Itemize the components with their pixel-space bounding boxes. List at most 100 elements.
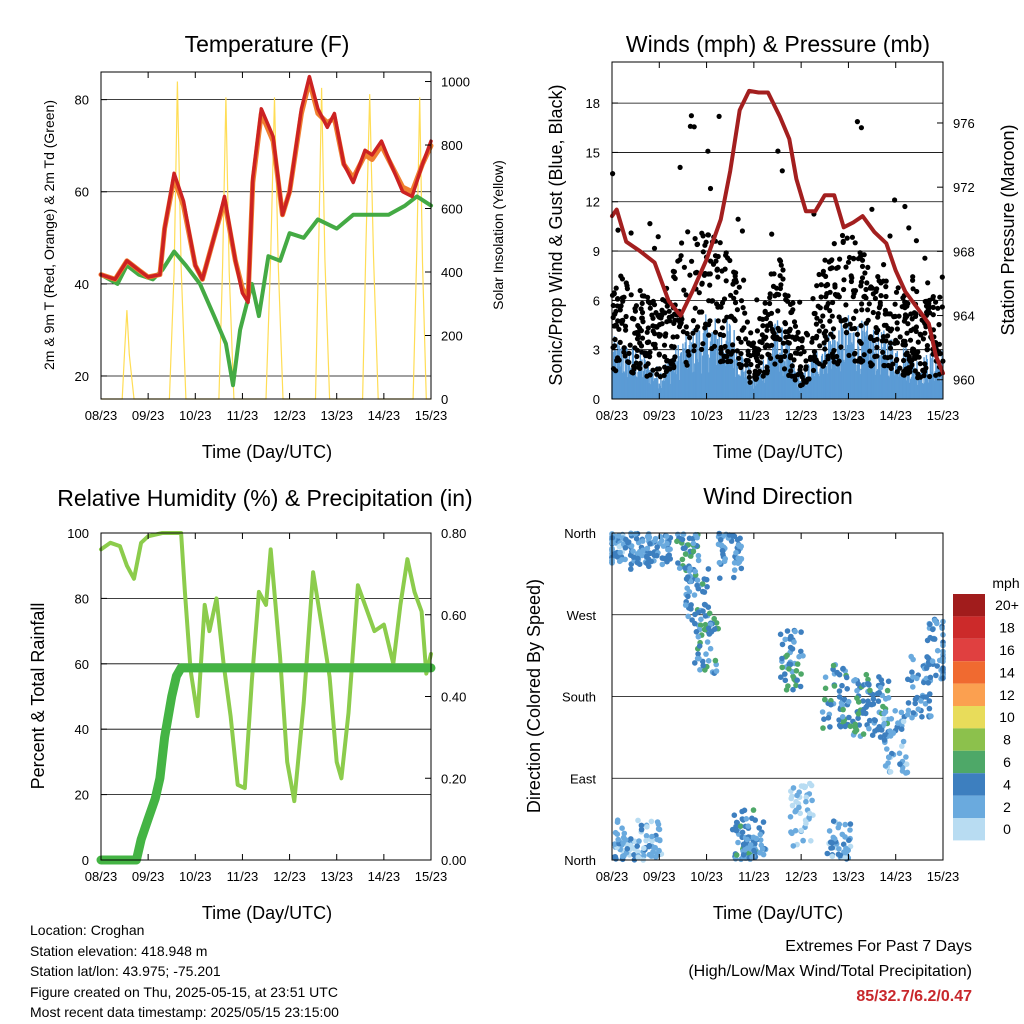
gust-point bbox=[916, 354, 922, 360]
gust-point bbox=[909, 357, 915, 363]
gust-point bbox=[657, 322, 663, 328]
gust-point bbox=[807, 354, 814, 360]
direction-point bbox=[783, 687, 790, 693]
gust-point bbox=[859, 275, 866, 281]
direction-point bbox=[793, 668, 800, 674]
gust-point bbox=[717, 240, 723, 246]
y-tick-label: 0 bbox=[593, 392, 600, 407]
gust-point bbox=[859, 257, 866, 263]
gust-point bbox=[909, 362, 915, 368]
winds-ylabel: Sonic/Prop Wind & Gust (Blue, Black) bbox=[546, 84, 566, 385]
gust-point bbox=[829, 313, 835, 319]
direction-point bbox=[718, 542, 725, 548]
direction-point bbox=[876, 689, 882, 696]
direction-point bbox=[695, 552, 702, 559]
gust-point bbox=[810, 296, 816, 302]
x-tick-label: 14/23 bbox=[368, 408, 401, 423]
gust-point bbox=[827, 266, 833, 272]
direction-point bbox=[869, 732, 876, 738]
gust-point bbox=[865, 307, 871, 313]
direction-point bbox=[647, 541, 653, 547]
direction-point bbox=[702, 613, 709, 619]
gust-point bbox=[740, 305, 746, 311]
direction-point bbox=[803, 794, 810, 801]
gust-point bbox=[725, 358, 731, 365]
direction-point bbox=[794, 677, 800, 683]
direction-point bbox=[899, 743, 905, 749]
direction-point bbox=[827, 724, 833, 730]
direction-point bbox=[683, 576, 690, 582]
direction-point bbox=[843, 674, 850, 681]
direction-point bbox=[733, 819, 740, 826]
gust-point bbox=[876, 305, 883, 311]
colorbar-label: 4 bbox=[1003, 776, 1011, 792]
gust-point bbox=[652, 341, 658, 347]
direction-point bbox=[619, 825, 625, 831]
direction-point bbox=[900, 738, 907, 745]
direction-point bbox=[685, 613, 691, 620]
gust-point bbox=[890, 361, 896, 367]
direction-point bbox=[701, 601, 708, 608]
gust-point bbox=[638, 343, 645, 349]
direction-point bbox=[646, 842, 653, 849]
gust-point bbox=[746, 369, 752, 375]
gust-point bbox=[926, 301, 932, 307]
gust-point bbox=[775, 148, 781, 154]
gust-point bbox=[757, 360, 764, 366]
direction-point bbox=[881, 720, 887, 727]
gust-point bbox=[615, 227, 621, 233]
direction-point bbox=[676, 565, 683, 571]
direction-point bbox=[695, 609, 702, 615]
gust-point bbox=[769, 231, 775, 237]
gust-point bbox=[767, 300, 773, 307]
direction-point bbox=[641, 853, 647, 859]
direction-point bbox=[798, 648, 804, 655]
station-info: Location: Croghan Station elevation: 418… bbox=[30, 920, 339, 1023]
gust-point bbox=[764, 327, 770, 333]
direction-point bbox=[739, 829, 746, 836]
x-tick-label: 08/23 bbox=[596, 869, 629, 884]
direction-point bbox=[664, 558, 670, 565]
gust-point bbox=[894, 326, 901, 332]
gust-point bbox=[876, 278, 882, 284]
gust-point bbox=[615, 318, 621, 324]
gust-point bbox=[907, 337, 914, 343]
gust-point bbox=[767, 295, 773, 301]
direction-point bbox=[905, 676, 911, 683]
direction-point bbox=[908, 653, 914, 660]
gust-point bbox=[771, 330, 777, 337]
direction-point bbox=[836, 821, 843, 828]
direction-point bbox=[631, 852, 637, 858]
extremes-subtitle: (High/Low/Max Wind/Total Precipitation) bbox=[688, 963, 972, 980]
gust-point bbox=[858, 323, 864, 329]
y-tick-label-right: 800 bbox=[441, 138, 463, 153]
x-tick-label: 12/23 bbox=[785, 869, 818, 884]
gust-point bbox=[880, 349, 886, 355]
gust-point bbox=[675, 258, 681, 264]
gust-point bbox=[924, 343, 931, 349]
gust-point bbox=[792, 323, 799, 329]
direction-point bbox=[744, 836, 750, 843]
gust-point bbox=[887, 311, 893, 317]
direction-point bbox=[847, 723, 854, 730]
gust-point bbox=[827, 308, 833, 314]
gust-point bbox=[875, 274, 881, 280]
direction-point bbox=[852, 724, 859, 731]
direction-point bbox=[713, 668, 720, 674]
direction-tick-label: South bbox=[562, 690, 596, 705]
gust-point bbox=[783, 348, 789, 354]
direction-point bbox=[903, 754, 909, 760]
gust-point bbox=[806, 376, 812, 382]
direction-point bbox=[803, 798, 809, 805]
gust-point bbox=[797, 351, 804, 357]
gust-point bbox=[746, 374, 753, 380]
direction-point bbox=[905, 700, 912, 706]
direction-point bbox=[705, 566, 712, 572]
gust-point bbox=[633, 360, 639, 366]
gust-point bbox=[661, 342, 668, 348]
gust-point bbox=[764, 364, 770, 370]
direction-point bbox=[713, 620, 720, 626]
gust-point bbox=[930, 312, 936, 318]
location-text: Location: Croghan bbox=[30, 922, 145, 938]
gust-point bbox=[887, 340, 894, 346]
